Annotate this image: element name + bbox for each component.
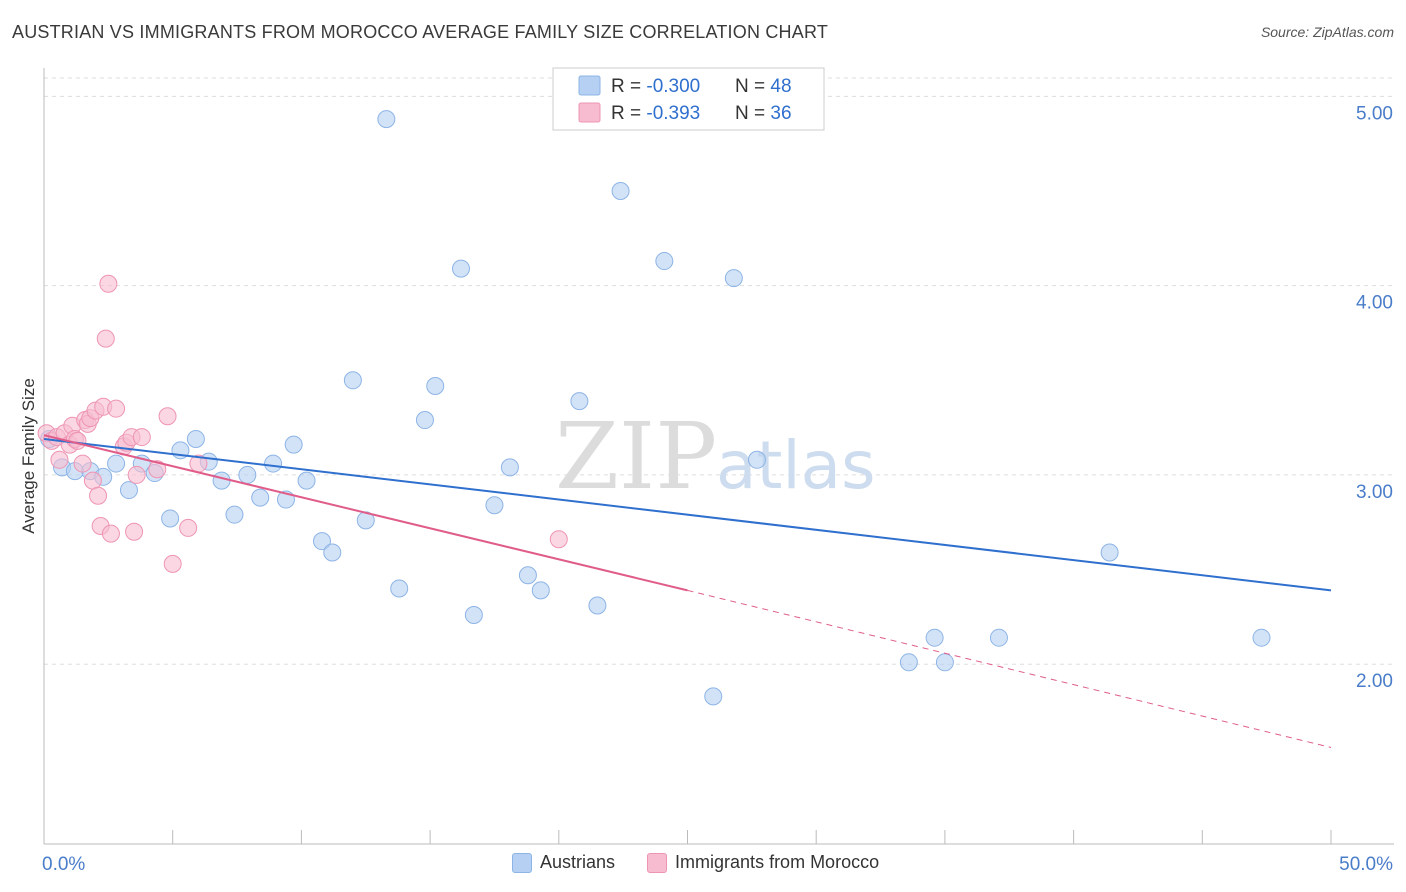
points-layer: [37, 110, 1271, 706]
austrians-point: [485, 496, 504, 515]
watermark-zip: ZIP: [555, 403, 717, 510]
austrians-point: [747, 450, 766, 469]
morocco-point: [89, 486, 108, 505]
trend-line-austrians: [43, 437, 1332, 592]
austrians-point: [251, 488, 270, 507]
bottom-legend: Austrians Immigrants from Morocco: [512, 852, 901, 873]
trend-layer: [43, 434, 1332, 748]
austrians-point: [415, 411, 434, 430]
stats-n-label-morocco: N =: [735, 103, 770, 124]
morocco-point: [549, 530, 568, 549]
grid-layer: [44, 77, 1394, 665]
austrians-point: [312, 532, 331, 551]
stats-n-label-austrians: N =: [735, 76, 770, 97]
legend-label-austrians: Austrians: [540, 852, 616, 872]
svg-text:R = -0.300: R = -0.300: [611, 76, 700, 97]
stats-r-value-morocco: -0.393: [646, 103, 700, 124]
austrians-point: [186, 429, 205, 448]
morocco-point: [148, 460, 167, 479]
svg-text:N = 48: N = 48: [735, 76, 792, 97]
austrians-point: [426, 376, 445, 395]
legend-item-austrians[interactable]: Austrians: [512, 852, 615, 873]
morocco-point: [158, 407, 177, 426]
austrians-point: [1252, 628, 1271, 647]
austrians-point: [899, 653, 918, 672]
austrians-point: [925, 628, 944, 647]
austrians-point: [500, 458, 519, 477]
stats-r-label-austrians: R =: [611, 76, 646, 97]
austrians-point: [264, 454, 283, 473]
stats-n-value-austrians: 48: [770, 76, 791, 97]
austrians-point: [212, 471, 231, 490]
morocco-point: [99, 274, 118, 293]
trend-line-morocco: [43, 434, 688, 592]
austrians-point: [570, 392, 589, 411]
morocco-point: [163, 554, 182, 573]
stats-r-value-austrians: -0.300: [646, 76, 700, 97]
austrians-point: [588, 596, 607, 615]
legend-swatch-morocco: [647, 852, 668, 873]
svg-text:R = -0.393: R = -0.393: [611, 103, 700, 124]
austrians-point: [377, 110, 396, 129]
austrians-point: [107, 454, 126, 473]
austrians-point: [704, 687, 723, 706]
y-tick-label: 5.00: [1356, 103, 1393, 124]
morocco-point: [127, 465, 146, 484]
austrians-point: [119, 481, 138, 500]
stats-r-label-morocco: R =: [611, 103, 646, 124]
y-tick-label: 3.00: [1356, 482, 1393, 503]
morocco-point: [83, 471, 102, 490]
morocco-point: [125, 522, 144, 541]
watermark-atlas: atlas: [716, 427, 876, 504]
stats-n-value-morocco: 36: [770, 103, 791, 124]
chart-title: AUSTRIAN VS IMMIGRANTS FROM MOROCCO AVER…: [12, 22, 829, 42]
austrians-point: [161, 509, 180, 528]
austrians-point: [323, 543, 342, 562]
austrians-point: [1100, 543, 1119, 562]
x-tick-label-min: 0.0%: [42, 854, 85, 875]
morocco-point: [179, 518, 198, 537]
austrians-point: [655, 252, 674, 271]
morocco-point: [73, 454, 92, 473]
stats-legend: R = -0.300 N = 48 R = -0.393 N = 36: [552, 67, 825, 131]
austrians-point: [238, 465, 257, 484]
austrians-point: [390, 579, 409, 598]
legend-label-morocco: Immigrants from Morocco: [675, 852, 880, 872]
austrians-point: [989, 628, 1008, 647]
austrians-point: [284, 435, 303, 454]
austrians-point: [935, 653, 954, 672]
morocco-point: [132, 428, 151, 447]
legend-swatch-austrians: [512, 852, 532, 873]
svg-text:N = 36: N = 36: [735, 103, 792, 124]
trend-line-morocco-extension: [687, 589, 1332, 748]
austrians-point: [297, 471, 316, 490]
austrians-point: [531, 581, 550, 600]
morocco-point: [96, 329, 115, 348]
stats-swatch-austrians: [578, 75, 601, 96]
austrians-point: [464, 605, 483, 624]
austrians-point: [724, 269, 743, 288]
legend-item-morocco[interactable]: Immigrants from Morocco: [647, 852, 879, 873]
austrians-point: [518, 566, 537, 585]
axis-layer: 2.00 3.00 4.00 5.00 0.0% 50.0% Average Family …: [19, 68, 1394, 875]
austrians-point: [343, 371, 362, 390]
morocco-point: [50, 450, 69, 469]
x-tick-label-max: 50.0%: [1339, 854, 1393, 875]
morocco-point: [101, 524, 120, 543]
y-tick-label: 2.00: [1356, 671, 1393, 692]
y-axis-label: Average Family Size: [19, 378, 38, 534]
source-label: Source: ZipAtlas.com: [1260, 24, 1394, 40]
austrians-point: [225, 505, 244, 524]
austrians-point: [451, 259, 470, 278]
austrians-point: [611, 182, 630, 201]
watermark: ZIP atlas: [555, 403, 876, 510]
stats-swatch-morocco: [578, 102, 601, 123]
morocco-point: [107, 399, 126, 418]
y-tick-label: 4.00: [1356, 293, 1393, 314]
